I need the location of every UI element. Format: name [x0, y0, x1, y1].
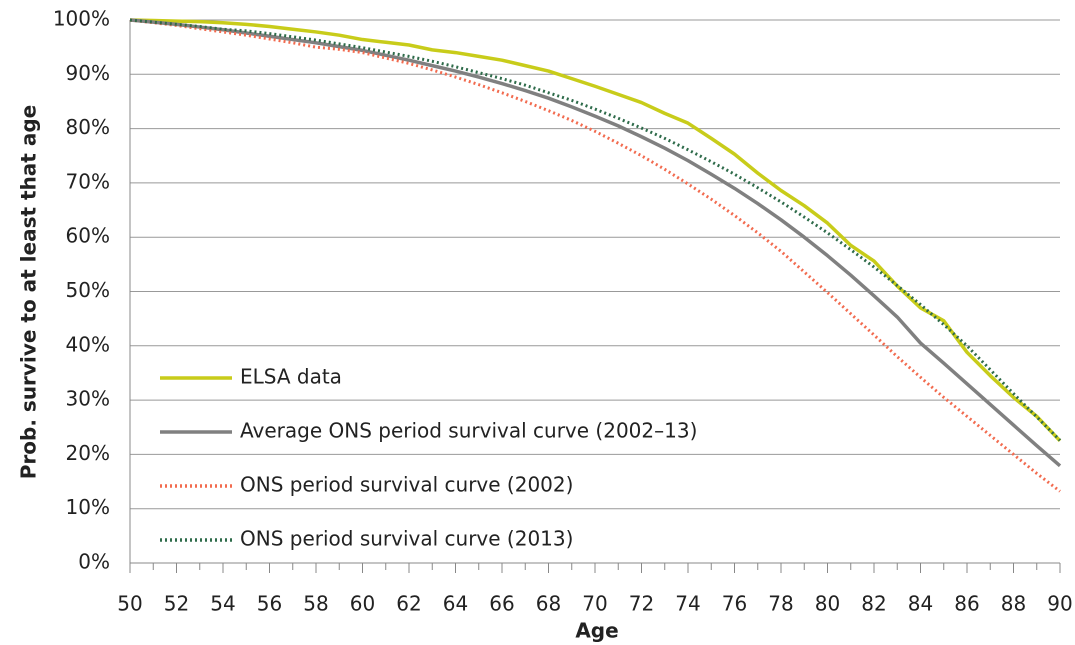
x-tick-label: 66 [489, 592, 514, 616]
x-tick-label: 68 [536, 592, 561, 616]
x-tick-label: 62 [396, 592, 421, 616]
x-axis-label: Age [575, 619, 618, 643]
x-tick-label: 88 [1001, 592, 1026, 616]
legend-label: ELSA data [240, 365, 342, 389]
x-tick-label: 80 [815, 592, 840, 616]
x-tick-label: 76 [722, 592, 747, 616]
y-tick-label: 60% [66, 224, 110, 248]
legend-label: ONS period survival curve (2002) [240, 473, 573, 497]
y-tick-label: 70% [66, 169, 110, 193]
series-line [129, 18, 1062, 443]
x-tick-label: 52 [164, 592, 189, 616]
y-tick-label: 40% [66, 332, 110, 356]
legend-label: ONS period survival curve (2013) [240, 527, 573, 551]
y-tick-label: 100% [53, 7, 110, 31]
x-tick-label: 64 [443, 592, 468, 616]
x-tick-label: 50 [117, 592, 142, 616]
y-tick-label: 10% [66, 495, 110, 519]
x-tick-label: 86 [954, 592, 979, 616]
x-tick-label: 84 [908, 592, 933, 616]
x-tick-label: 70 [582, 592, 607, 616]
x-tick-label: 56 [257, 592, 282, 616]
legend-label: Average ONS period survival curve (2002–… [240, 419, 697, 443]
y-axis-label: Prob. survive to at least that age [17, 105, 41, 479]
y-tick-label: 20% [66, 441, 110, 465]
y-tick-label: 90% [66, 61, 110, 85]
series-line [129, 18, 1061, 493]
y-tick-label: 0% [78, 550, 110, 574]
y-tick-label: 50% [66, 278, 110, 302]
x-tick-label: 90 [1047, 592, 1072, 616]
x-tick-label: 72 [629, 592, 654, 616]
y-tick-label: 80% [66, 115, 110, 139]
y-tick-label: 30% [66, 387, 110, 411]
series-line [129, 18, 1062, 442]
x-tick-label: 82 [861, 592, 886, 616]
x-tick-label: 60 [350, 592, 375, 616]
x-tick-label: 78 [768, 592, 793, 616]
x-tick-label: 54 [210, 592, 235, 616]
x-tick-label: 74 [675, 592, 700, 616]
series-line [129, 18, 1062, 468]
x-tick-label: 58 [303, 592, 328, 616]
